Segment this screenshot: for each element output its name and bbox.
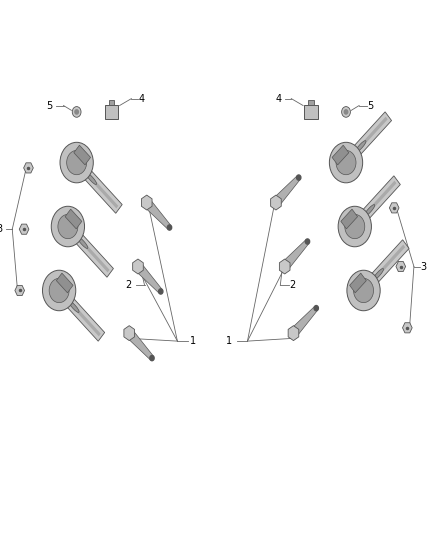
Polygon shape — [144, 199, 171, 229]
Ellipse shape — [347, 150, 357, 161]
Polygon shape — [360, 240, 409, 295]
Circle shape — [60, 142, 93, 183]
Polygon shape — [357, 181, 396, 224]
Polygon shape — [65, 222, 113, 277]
Ellipse shape — [356, 141, 366, 152]
Ellipse shape — [60, 292, 71, 303]
Polygon shape — [273, 176, 300, 206]
Ellipse shape — [86, 173, 97, 184]
Polygon shape — [15, 285, 25, 296]
Circle shape — [67, 150, 87, 175]
Polygon shape — [74, 145, 91, 165]
Ellipse shape — [365, 278, 375, 289]
Polygon shape — [126, 329, 153, 360]
Polygon shape — [403, 322, 412, 333]
Polygon shape — [133, 259, 143, 274]
Polygon shape — [79, 165, 118, 208]
Circle shape — [51, 206, 85, 247]
Circle shape — [297, 175, 301, 180]
Polygon shape — [271, 195, 281, 210]
Text: 2: 2 — [290, 280, 296, 290]
Polygon shape — [65, 209, 82, 229]
Text: 1: 1 — [190, 336, 196, 346]
Circle shape — [167, 225, 172, 230]
Polygon shape — [350, 273, 366, 293]
Circle shape — [329, 142, 363, 183]
Polygon shape — [141, 195, 152, 210]
Polygon shape — [343, 112, 392, 167]
Circle shape — [336, 150, 356, 175]
Circle shape — [49, 278, 69, 303]
Polygon shape — [61, 293, 101, 336]
Bar — [109, 100, 114, 106]
Text: 4: 4 — [138, 94, 145, 103]
Ellipse shape — [356, 214, 366, 225]
Polygon shape — [279, 259, 290, 274]
Text: 1: 1 — [226, 336, 232, 346]
Polygon shape — [56, 286, 105, 341]
Text: 3: 3 — [0, 224, 3, 234]
Circle shape — [344, 110, 348, 114]
Polygon shape — [290, 306, 318, 337]
Polygon shape — [124, 326, 134, 341]
Text: 4: 4 — [275, 94, 281, 103]
Polygon shape — [348, 117, 388, 160]
Text: 2: 2 — [125, 280, 131, 290]
Circle shape — [72, 107, 81, 117]
Polygon shape — [352, 176, 400, 231]
Polygon shape — [282, 240, 309, 270]
Circle shape — [75, 110, 78, 114]
Polygon shape — [19, 224, 29, 235]
Polygon shape — [74, 158, 122, 213]
Polygon shape — [135, 263, 162, 293]
Ellipse shape — [69, 228, 79, 239]
Polygon shape — [366, 245, 405, 288]
Ellipse shape — [69, 301, 79, 312]
Polygon shape — [70, 229, 110, 272]
Circle shape — [353, 278, 374, 303]
Polygon shape — [332, 145, 349, 165]
Circle shape — [58, 214, 78, 239]
Ellipse shape — [373, 269, 384, 280]
FancyBboxPatch shape — [304, 105, 318, 118]
Circle shape — [305, 239, 310, 244]
Circle shape — [314, 305, 318, 311]
Polygon shape — [288, 326, 299, 341]
Text: 5: 5 — [367, 101, 374, 110]
Circle shape — [150, 356, 154, 361]
FancyBboxPatch shape — [105, 105, 118, 118]
Polygon shape — [389, 203, 399, 213]
Ellipse shape — [364, 205, 375, 216]
Ellipse shape — [78, 237, 88, 248]
Circle shape — [159, 289, 163, 294]
Polygon shape — [57, 273, 73, 293]
Circle shape — [338, 206, 371, 247]
Polygon shape — [24, 163, 33, 173]
Text: 5: 5 — [46, 101, 52, 110]
Circle shape — [345, 214, 365, 239]
Text: 3: 3 — [420, 262, 427, 271]
Bar — [308, 100, 314, 106]
Circle shape — [347, 270, 380, 311]
Polygon shape — [341, 209, 357, 229]
Circle shape — [42, 270, 76, 311]
Circle shape — [342, 107, 350, 117]
Ellipse shape — [78, 164, 88, 175]
Polygon shape — [396, 261, 406, 272]
